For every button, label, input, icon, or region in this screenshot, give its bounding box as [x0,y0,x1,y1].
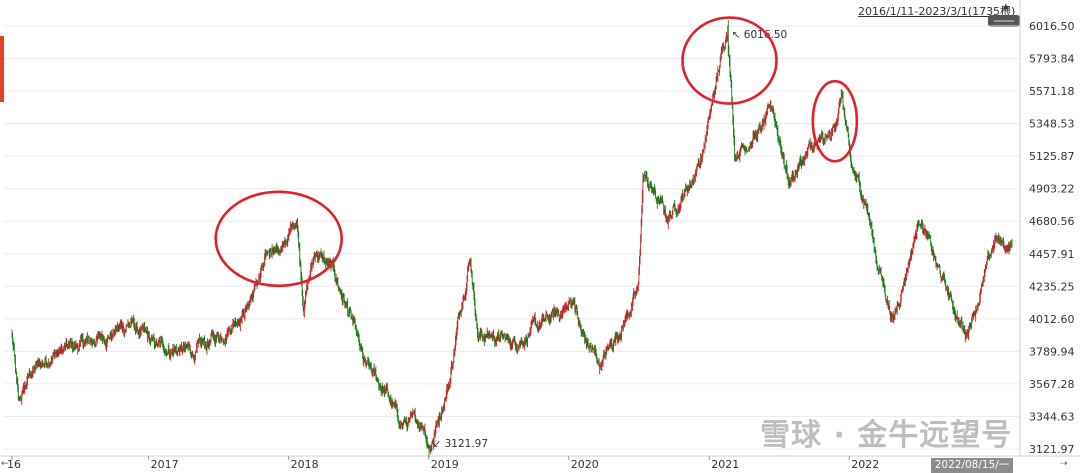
high-annotation: ↖ 6016.50 [732,29,788,41]
watermark-text: 雪球 · 金牛远望号 [760,418,1013,453]
drag-handle-icon[interactable] [988,15,1020,27]
y-tick-label: 4457.91 [1029,248,1075,261]
x-tick-label: 2018 [291,458,319,471]
y-tick-label: 3121.97 [1029,443,1075,456]
active-panel-marker [0,36,4,102]
highlight-circle [214,190,343,288]
scroll-right-icon[interactable]: ⇢ [1060,459,1068,469]
y-tick-label: 6016.50 [1029,20,1075,33]
y-tick-label: 3567.28 [1029,378,1075,391]
y-tick-label: 5348.53 [1029,118,1075,131]
y-tick-label: 5125.87 [1029,150,1075,163]
x-tick-label: 2019 [431,458,459,471]
highlight-circle [681,16,778,105]
x-tick-label: 2017 [151,458,179,471]
x-tick-label: 2021 [711,458,739,471]
crosshair-date-tag: 2022/08/15/一 [931,458,1013,473]
y-tick-label: 3789.94 [1029,345,1075,358]
y-tick-label: 4680.56 [1029,215,1075,228]
x-tick-label: 16 [7,458,21,471]
pin-icon[interactable]: ★ [1001,1,1011,14]
y-tick-label: 4903.22 [1029,183,1075,196]
y-tick-label: 3344.63 [1029,410,1075,423]
y-tick-label: 5571.18 [1029,85,1075,98]
highlight-circle [811,79,859,163]
x-tick-label: 2020 [571,458,599,471]
low-annotation: ↙ 3121.97 [432,438,488,450]
y-tick-label: 5793.84 [1029,53,1075,66]
y-tick-label: 4235.25 [1029,280,1075,293]
date-range-label[interactable]: 2016/1/11-2023/3/1(1735根) [858,5,1016,18]
x-tick-label: 2022 [851,458,879,471]
scroll-left-icon[interactable]: ← [1,459,9,469]
y-tick-label: 4012.60 [1029,313,1075,326]
